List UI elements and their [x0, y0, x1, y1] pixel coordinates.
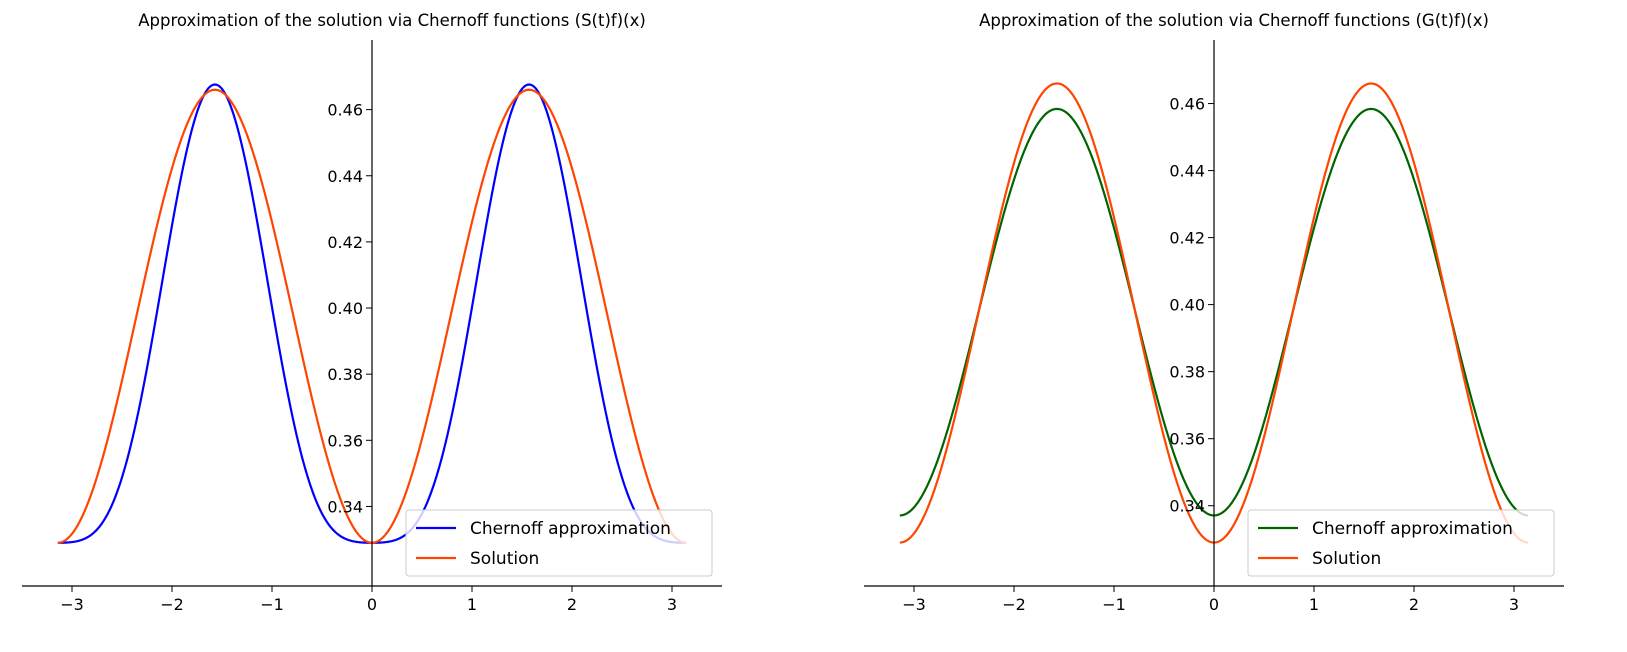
y-tick-label: 0.42: [327, 233, 363, 252]
chart-panel-g: Approximation of the solution via Cherno…: [842, 0, 1602, 652]
y-tick-label: 0.42: [1169, 229, 1205, 248]
x-tick-label: −3: [902, 595, 926, 614]
x-tick-label: 2: [1409, 595, 1419, 614]
legend: Chernoff approximation Solution: [405, 509, 713, 577]
x-tick-label: −2: [160, 595, 184, 614]
y-tick-label: 0.34: [327, 497, 363, 516]
x-tick-label: −1: [260, 595, 284, 614]
chart-title: Approximation of the solution via Cherno…: [138, 11, 646, 30]
x-tick-label: 0: [367, 595, 377, 614]
y-tick-label: 0.34: [1169, 497, 1205, 516]
y-tick-label: 0.36: [327, 431, 363, 450]
x-tick-label: 1: [1309, 595, 1319, 614]
x-tick-label: −3: [60, 595, 84, 614]
y-tick-label: 0.38: [1169, 363, 1205, 382]
y-tick-label: 0.44: [327, 167, 363, 186]
x-tick-label: −2: [1002, 595, 1026, 614]
legend-label: Solution: [1312, 549, 1381, 569]
x-tick-label: 1: [467, 595, 477, 614]
y-tick-label: 0.40: [327, 299, 363, 318]
x-tick-label: 2: [567, 595, 577, 614]
legend-box: [1247, 509, 1555, 577]
x-tick-label: 0: [1209, 595, 1219, 614]
chart-panel-s: Approximation of the solution via Cherno…: [0, 0, 760, 652]
y-tick-label: 0.38: [327, 365, 363, 384]
legend: Chernoff approximation Solution: [1247, 509, 1555, 577]
x-tick-label: −1: [1102, 595, 1126, 614]
x-tick-label: 3: [1509, 595, 1519, 614]
legend-label: Solution: [470, 549, 539, 569]
y-tick-label: 0.44: [1169, 162, 1205, 181]
chart-s-svg: Approximation of the solution via Cherno…: [22, 11, 722, 614]
chart-title: Approximation of the solution via Cherno…: [979, 11, 1489, 30]
x-tick-label: 3: [667, 595, 677, 614]
y-tick-label: 0.40: [1169, 296, 1205, 315]
legend-label: Chernoff approximation: [1312, 519, 1513, 539]
y-tick-label: 0.46: [327, 101, 363, 120]
y-tick-label: 0.36: [1169, 430, 1205, 449]
y-tick-label: 0.46: [1169, 95, 1205, 114]
chart-g-svg: Approximation of the solution via Cherno…: [864, 11, 1564, 614]
legend-label: Chernoff approximation: [470, 519, 671, 539]
legend-box: [405, 509, 713, 577]
